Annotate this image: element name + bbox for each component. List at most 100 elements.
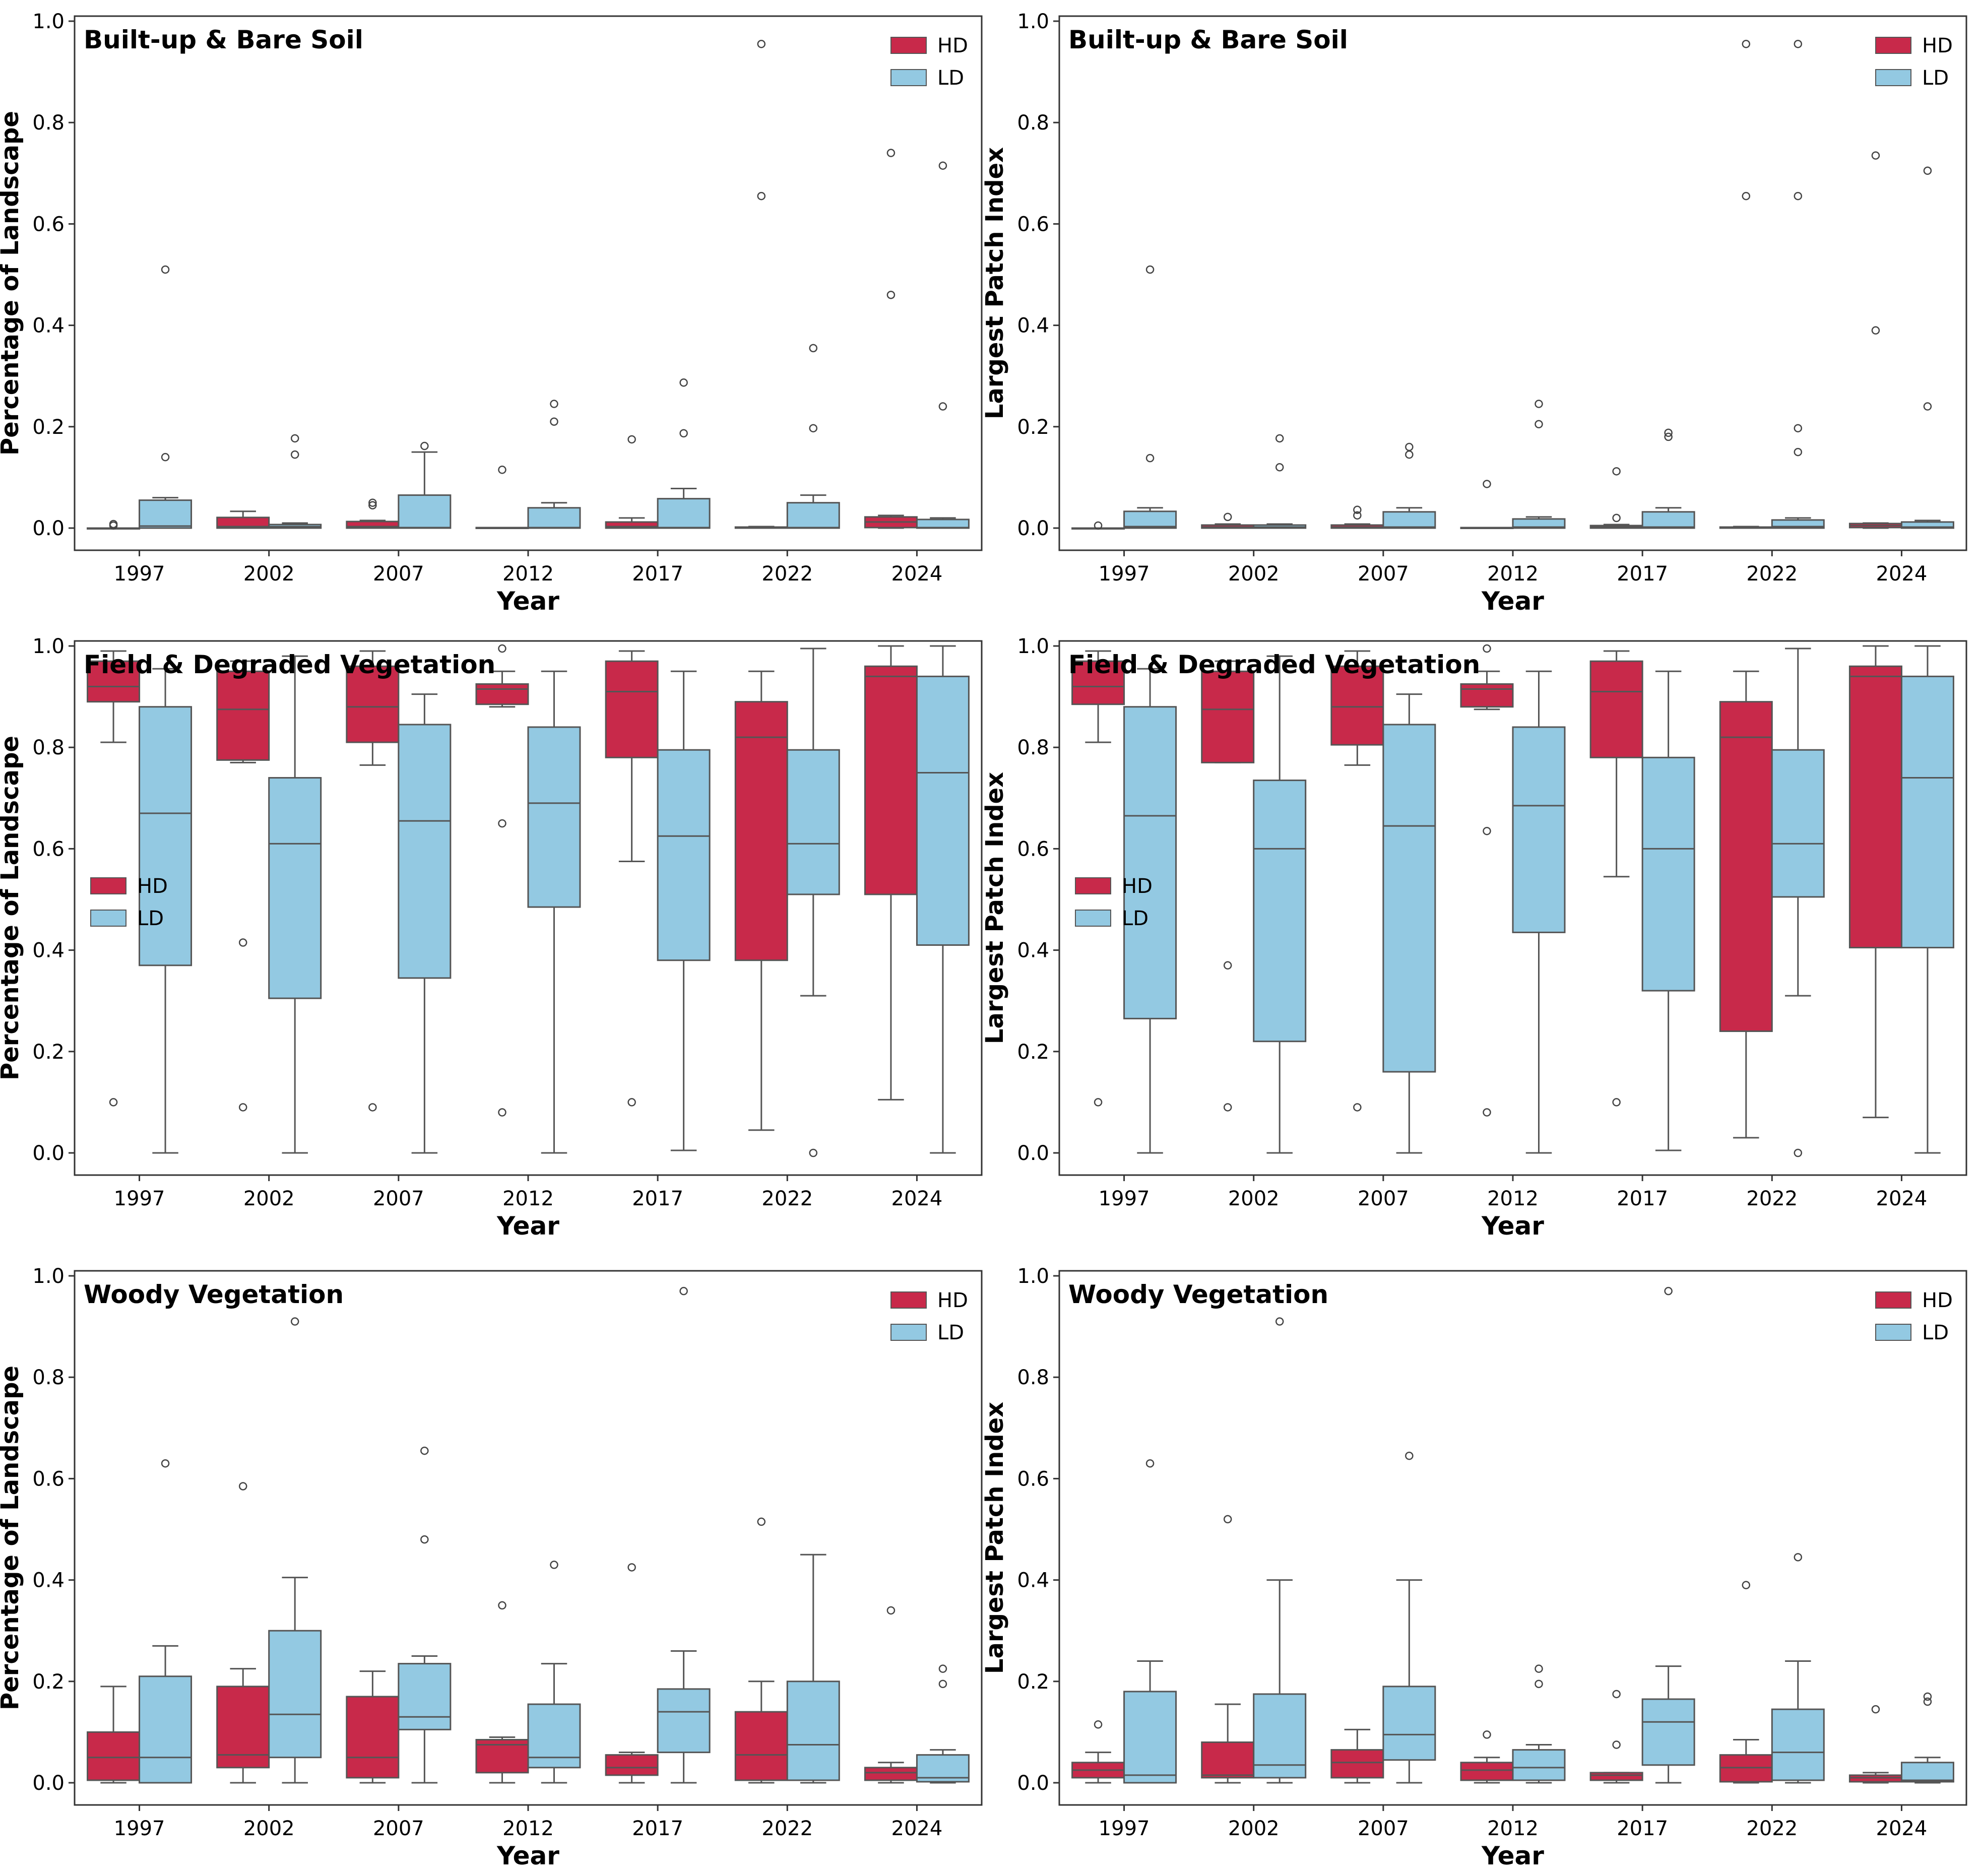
x-tick-label: 2024 xyxy=(891,1187,943,1210)
box-LD-2024 xyxy=(916,645,970,1154)
y-tick-label: 0.6 xyxy=(1017,213,1049,236)
box-HD-2024 xyxy=(1848,645,1902,1119)
box-iqr xyxy=(1460,1762,1514,1781)
box-LD-2022 xyxy=(786,344,840,529)
box-LD-2012 xyxy=(1512,1664,1566,1784)
outlier-point xyxy=(290,450,299,459)
plot-frame xyxy=(74,15,983,551)
x-tick-label: 1997 xyxy=(114,1817,165,1840)
x-tick-label: 2007 xyxy=(373,1187,424,1210)
y-tick-label: 0.6 xyxy=(1017,1467,1049,1491)
box-iqr xyxy=(139,706,193,966)
box-LD-2002 xyxy=(1253,1317,1307,1784)
box-iqr xyxy=(1253,780,1307,1043)
box-LD-2012 xyxy=(1512,670,1566,1154)
box-HD-2022 xyxy=(1719,40,1773,529)
outlier-point xyxy=(238,1103,247,1112)
y-tick-label: 0.2 xyxy=(1017,416,1049,439)
box-LD-2017 xyxy=(657,378,711,529)
outlier-point xyxy=(420,1446,429,1455)
x-tick-label: 2007 xyxy=(1358,1817,1409,1840)
x-tick-label: 2022 xyxy=(761,1817,813,1840)
outlier-point xyxy=(1483,644,1491,653)
legend: HD LD xyxy=(1875,34,1953,90)
legend-label-LD: LD xyxy=(1922,1321,1949,1344)
outlier-point xyxy=(938,1664,947,1673)
box-iqr xyxy=(1460,683,1514,708)
box-iqr xyxy=(527,726,581,908)
legend-label-LD: LD xyxy=(937,67,964,90)
legend-swatch-HD xyxy=(890,37,927,54)
outlier-point xyxy=(1353,505,1362,514)
outlier-point xyxy=(109,1098,118,1107)
outlier-point xyxy=(1223,512,1232,522)
box-iqr xyxy=(216,1686,270,1769)
box-iqr xyxy=(734,701,788,961)
chart-panel-2: 0.0 0.2 0.4 0.6 0.8 1.0 1997 2002 2007 2012 2017 20… xyxy=(981,10,1967,616)
box-HD-2017 xyxy=(1589,467,1643,529)
x-axis-label: Year xyxy=(1481,1211,1544,1241)
y-tick-label: 1.0 xyxy=(32,635,65,658)
legend-swatch-HD xyxy=(90,877,126,894)
y-tick-label: 0.0 xyxy=(1017,1772,1049,1795)
legend-label-HD: HD xyxy=(137,875,168,898)
outlier-point xyxy=(1275,463,1284,472)
outlier-point xyxy=(1612,513,1621,523)
outlier-point xyxy=(1535,420,1543,429)
outlier-point xyxy=(1483,1108,1491,1117)
box-LD-1997 xyxy=(139,668,193,1154)
box-LD-2022 xyxy=(1771,648,1825,1157)
legend-label-HD: HD xyxy=(1922,34,1953,57)
outlier-point xyxy=(809,1148,818,1157)
y-tick-label: 0.0 xyxy=(1017,1142,1049,1165)
panel-title: Built-up & Bare Soil xyxy=(1068,25,1348,54)
outlier-point xyxy=(1535,1664,1543,1673)
box-iqr xyxy=(786,1680,840,1781)
panel-title: Field & Degraded Vegetation xyxy=(1068,650,1480,679)
outlier-point xyxy=(1794,447,1803,457)
chart-panel-1: 0.0 0.2 0.4 0.6 0.8 1.0 1997 2002 2007 2012 2017 20… xyxy=(0,10,983,616)
box-HD-1997 xyxy=(87,650,141,1107)
outlier-point xyxy=(1223,1515,1232,1524)
box-iqr xyxy=(346,1696,400,1779)
outlier-point xyxy=(1794,424,1803,433)
x-tick-label: 2022 xyxy=(761,562,813,586)
outlier-point xyxy=(1742,191,1751,201)
legend-swatch-LD xyxy=(890,1324,927,1341)
x-tick-label: 1997 xyxy=(1099,562,1150,586)
y-tick-label: 0.4 xyxy=(32,1569,65,1592)
outlier-point xyxy=(368,498,377,507)
outlier-point xyxy=(109,520,118,529)
box-HD-2017 xyxy=(605,435,659,529)
outlier-point xyxy=(938,402,947,411)
y-tick-label: 0.4 xyxy=(32,314,65,338)
outlier-point xyxy=(1794,1148,1803,1157)
box-LD-2012 xyxy=(1512,400,1566,529)
outlier-point xyxy=(1664,428,1673,437)
legend-swatch-LD xyxy=(1875,1324,1911,1341)
box-iqr xyxy=(87,660,141,703)
box-iqr xyxy=(216,516,270,529)
y-axis-label: Percentage of Landscape xyxy=(0,736,24,1080)
y-tick-label: 0.0 xyxy=(1017,517,1049,540)
box-LD-2002 xyxy=(1253,655,1307,1154)
outlier-point xyxy=(1223,961,1232,970)
outlier-point xyxy=(809,424,818,433)
legend-swatch-LD xyxy=(890,69,927,86)
box-iqr xyxy=(1330,665,1384,746)
x-tick-label: 2002 xyxy=(1228,1187,1280,1210)
box-HD-2002 xyxy=(216,660,270,1112)
box-iqr xyxy=(139,499,193,529)
box-iqr xyxy=(1071,660,1125,705)
box-iqr xyxy=(268,777,322,999)
x-tick-label: 2022 xyxy=(1746,1187,1798,1210)
y-tick-label: 0.6 xyxy=(1017,837,1049,861)
box-LD-2022 xyxy=(1771,40,1825,529)
legend: HD LD xyxy=(1075,875,1153,930)
legend: HD LD xyxy=(890,1289,968,1344)
x-tick-label: 1997 xyxy=(114,1187,165,1210)
legend-swatch-LD xyxy=(1075,910,1111,927)
box-LD-2024 xyxy=(1900,166,1954,529)
outlier-point xyxy=(1223,1103,1232,1112)
outlier-point xyxy=(498,1601,506,1610)
